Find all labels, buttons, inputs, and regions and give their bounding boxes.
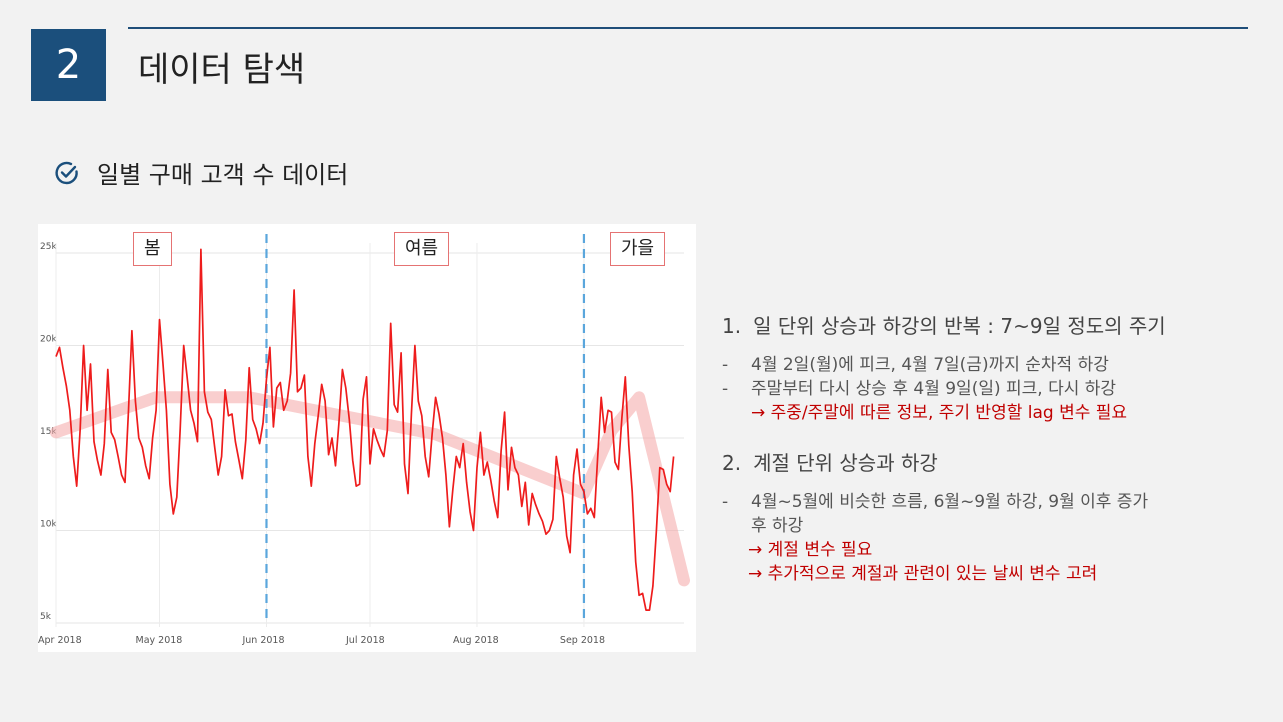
check-circle-icon: [55, 161, 78, 184]
note-index-2: 2.: [722, 451, 742, 475]
note-bullet-text: 주말부터 다시 상승 후 4월 9일(일) 피크, 다시 하강: [751, 379, 1117, 399]
note-bullet-text-cont: 후 하강: [751, 516, 804, 536]
note-heading-2-text: 계절 단위 상승과 하강: [753, 451, 938, 475]
season-label-summer: 여름: [394, 232, 450, 266]
subtitle-row: 일별 구매 고객 수 데이터: [54, 155, 348, 190]
note-index-1: 1.: [722, 314, 742, 338]
section-subtitle: 일별 구매 고객 수 데이터: [97, 161, 349, 189]
y-tick-label: 25k: [40, 242, 57, 252]
season-label-autumn: 가을: [610, 232, 666, 266]
x-tick-label: Jul 2018: [345, 635, 385, 646]
note-bullet-text: 4월 2일(월)에 피크, 4월 7일(금)까지 순차적 하강: [751, 355, 1109, 375]
y-tick-label: 20k: [40, 335, 57, 345]
y-tick-label: 10k: [40, 520, 57, 530]
x-tick-label: Apr 2018: [38, 635, 82, 646]
x-tick-label: May 2018: [136, 635, 183, 646]
bullet-dash: -: [722, 379, 729, 399]
daily-customers-chart: 5k 10k 15k 20k 25k Apr 2018 May 2018 Jun 2018 Ju…: [38, 224, 696, 652]
y-tick-label: 15k: [40, 427, 57, 437]
x-tick-label: Jun 2018: [241, 635, 284, 646]
note-heading-1-text: 일 단위 상승과 하강의 반복 : 7~9일 정도의 주기: [753, 314, 1166, 338]
note-bullet-text: 4월~5월에 비슷한 흐름, 6월~9월 하강, 9월 이후 증가: [751, 492, 1149, 512]
bullet-dash: -: [722, 492, 729, 512]
line-chart: 5k 10k 15k 20k 25k Apr 2018 May 2018 Jun 2018 Ju…: [38, 234, 690, 646]
y-tick-label: 5k: [40, 612, 52, 622]
note-heading-1: 1. 일 단위 상승과 하강의 반복 : 7~9일 정도의 주기: [722, 310, 1262, 339]
note-heading-2: 2. 계절 단위 상승과 하강: [722, 447, 1262, 476]
note-conclusion-2a: → 계절 변수 필요: [748, 540, 873, 560]
section-number-badge: 2: [31, 29, 106, 101]
series-line-daily-customers: [55, 248, 675, 611]
x-tick-label: Aug 2018: [453, 635, 499, 646]
note-conclusion-2b: → 추가적으로 계절과 관련이 있는 날씨 변수 고려: [748, 564, 1098, 584]
title-rule: [128, 27, 1248, 29]
bullet-dash: -: [722, 355, 729, 375]
page-title: 데이터 탐색: [138, 50, 306, 90]
note-bullet: - 주말부터 다시 상승 후 4월 9일(일) 피크, 다시 하강: [722, 377, 1262, 401]
analysis-notes: 1. 일 단위 상승과 하강의 반복 : 7~9일 정도의 주기 - 4월 2일(…: [722, 310, 1262, 586]
note-conclusion-1: → 주중/주말에 따른 정보, 주기 반영할 lag 변수 필요: [751, 403, 1128, 423]
season-label-spring: 봄: [133, 232, 172, 266]
note-bullet: - 4월~5월에 비슷한 흐름, 6월~9월 하강, 9월 이후 증가 후 하강: [722, 490, 1262, 538]
x-tick-label: Sep 2018: [560, 635, 605, 646]
note-bullet: - 4월 2일(월)에 피크, 4월 7일(금)까지 순차적 하강: [722, 353, 1262, 377]
